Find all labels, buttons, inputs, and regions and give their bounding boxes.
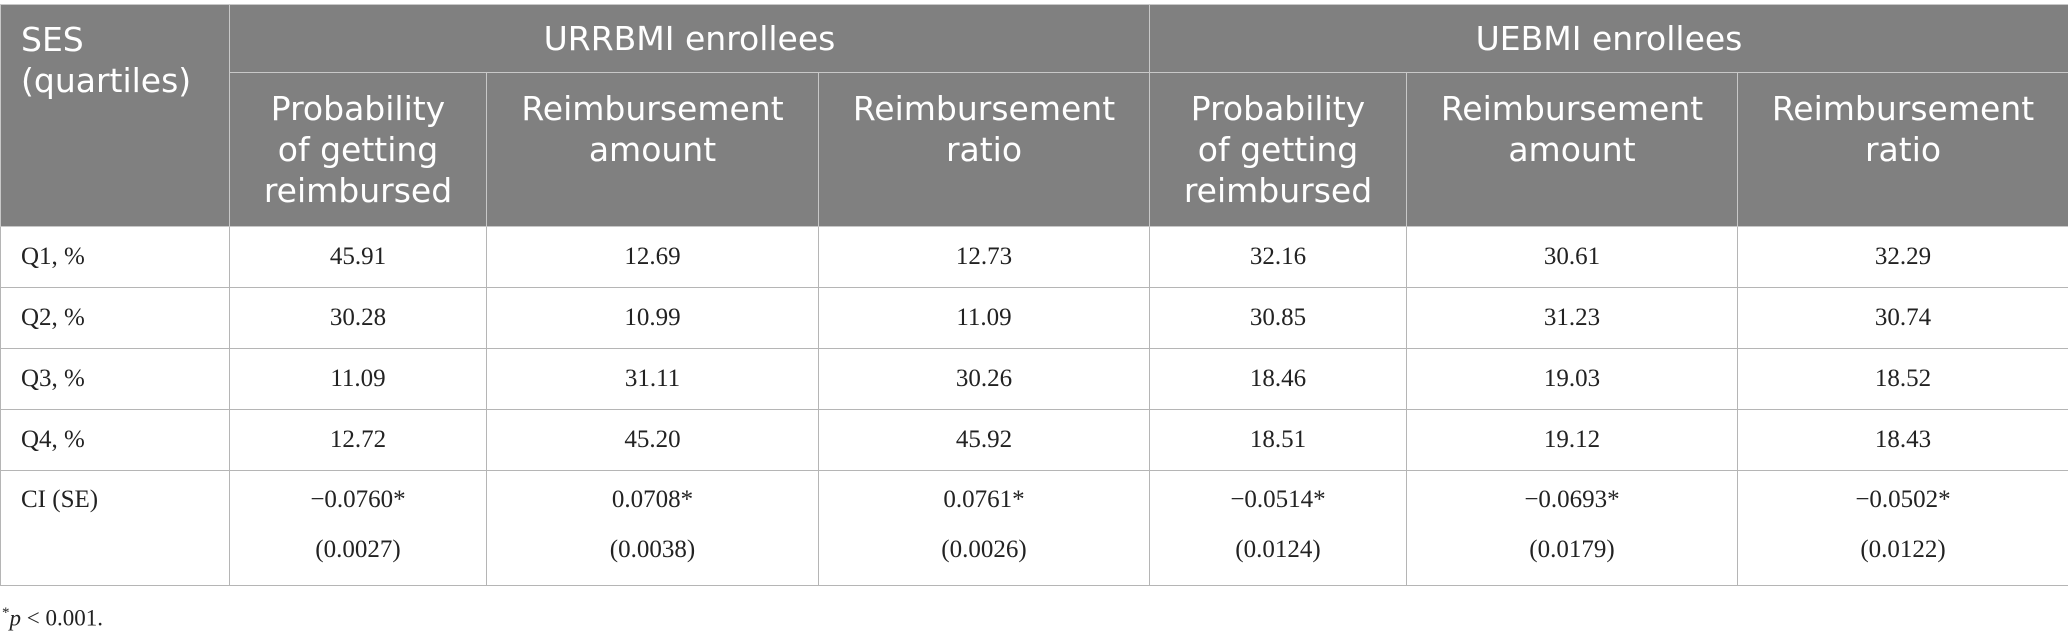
se-value: (0.0122) xyxy=(1860,536,1946,563)
urrbmi-probability-header: Probability of getting reimbursed xyxy=(229,72,487,227)
uebmi-amount-header: Reimbursement amount xyxy=(1406,72,1738,227)
table-cell: 19.03 xyxy=(1406,348,1738,410)
ci-cell: −0.0693* (0.0179) xyxy=(1406,470,1738,586)
se-value: (0.0038) xyxy=(609,536,696,563)
table-cell: 30.74 xyxy=(1736,287,2068,349)
uebmi-probability-header: Probability of getting reimbursed xyxy=(1149,72,1407,227)
ci-cell: −0.0502* (0.0122) xyxy=(1736,470,2068,586)
header-line: ratio xyxy=(945,130,1023,169)
table-cell: 32.29 xyxy=(1736,226,2068,288)
ci-cell: −0.0514* (0.0124) xyxy=(1149,470,1407,586)
table-cell: 30.28 xyxy=(229,287,487,349)
results-table: SES (quartiles) URRBMI enrollees UEBMI e… xyxy=(0,4,2068,586)
ses-quartiles-header: SES (quartiles) xyxy=(0,4,230,227)
table-cell: 12.73 xyxy=(818,226,1150,288)
uebmi-ratio-header: Reimbursement ratio xyxy=(1736,72,2068,227)
ses-label: SES xyxy=(21,20,84,59)
header-line: reimbursed xyxy=(1183,171,1373,210)
se-value: (0.0026) xyxy=(941,536,1027,563)
ci-value: 0.0708* xyxy=(611,486,694,513)
ci-value: −0.0693* xyxy=(1524,486,1620,513)
footnote-p-symbol: p xyxy=(9,605,22,631)
header-line: Probability xyxy=(1190,89,1366,128)
table-cell: 18.52 xyxy=(1736,348,2068,410)
row-label: CI (SE) xyxy=(0,470,230,586)
ci-value: 0.0761* xyxy=(943,486,1025,513)
row-label: Q2, % xyxy=(0,287,230,349)
table-cell: 30.61 xyxy=(1406,226,1738,288)
table-row: Q2, % 30.28 10.99 11.09 30.85 31.23 30.7… xyxy=(0,287,2068,349)
table-row: Q1, % 45.91 12.69 12.73 32.16 30.61 32.2… xyxy=(0,226,2068,288)
header-row-subcolumns: Probability of getting reimbursed Reimbu… xyxy=(1,72,2068,227)
table-footnote: *p < 0.001. xyxy=(2,599,103,633)
header-row-groups: SES (quartiles) URRBMI enrollees UEBMI e… xyxy=(0,4,2068,227)
footnote-marker: * xyxy=(2,605,10,621)
table-cell: 31.11 xyxy=(486,348,819,410)
header-spacer xyxy=(501,170,804,211)
table-cell: 32.16 xyxy=(1149,226,1407,288)
table-cell: 11.09 xyxy=(818,287,1150,349)
row-label: Q1, % xyxy=(0,226,230,288)
row-label: Q4, % xyxy=(0,409,230,471)
header-line: Reimbursement xyxy=(521,89,784,128)
header-spacer xyxy=(1421,170,1723,211)
table-cell: 30.26 xyxy=(818,348,1150,410)
table-cell: 11.09 xyxy=(229,348,487,410)
header-spacer xyxy=(833,170,1135,211)
table-cell: 18.43 xyxy=(1736,409,2068,471)
table-row: Q3, % 11.09 31.11 30.26 18.46 19.03 18.5… xyxy=(0,348,2068,410)
se-value: (0.0027) xyxy=(315,536,401,563)
header-line: reimbursed xyxy=(263,171,453,210)
table-row: Q4, % 12.72 45.20 45.92 18.51 19.12 18.4… xyxy=(0,409,2068,471)
table-cell: 12.69 xyxy=(486,226,819,288)
ci-row: CI (SE) −0.0760* (0.0027) 0.0708* (0.003… xyxy=(0,470,2068,586)
urrbmi-amount-header: Reimbursement amount xyxy=(486,72,819,227)
table-cell: 45.91 xyxy=(229,226,487,288)
header-line: Reimbursement xyxy=(1440,89,1704,128)
quartiles-label: (quartiles) xyxy=(21,61,192,100)
ci-cell: 0.0761* (0.0026) xyxy=(818,470,1150,586)
header-line: amount xyxy=(588,130,717,169)
header-line: Reimbursement xyxy=(852,89,1116,128)
se-value: (0.0179) xyxy=(1529,536,1615,563)
table-cell: 12.72 xyxy=(229,409,487,471)
row-label: Q3, % xyxy=(0,348,230,410)
header-line: Reimbursement xyxy=(1771,89,2035,128)
table-cell: 10.99 xyxy=(486,287,819,349)
urrbmi-group-header: URRBMI enrollees xyxy=(229,4,1150,73)
ci-value: −0.0760* xyxy=(310,486,406,513)
header-line: ratio xyxy=(1864,130,1942,169)
table-cell: 31.23 xyxy=(1406,287,1738,349)
table-cell: 45.92 xyxy=(818,409,1150,471)
footnote-text: < 0.001. xyxy=(21,605,103,631)
ci-value: −0.0514* xyxy=(1230,486,1326,513)
table-cell: 18.51 xyxy=(1149,409,1407,471)
se-value: (0.0124) xyxy=(1235,536,1321,563)
header-line: amount xyxy=(1508,130,1636,169)
urrbmi-ratio-header: Reimbursement ratio xyxy=(818,72,1150,227)
table-cell: 45.20 xyxy=(486,409,819,471)
ci-value: −0.0502* xyxy=(1855,486,1951,513)
header-line: of getting xyxy=(277,130,439,169)
header-line: Probability xyxy=(270,89,446,128)
table-cell: 30.85 xyxy=(1149,287,1407,349)
uebmi-group-header: UEBMI enrollees xyxy=(1148,4,2068,73)
header-spacer xyxy=(1752,170,2054,211)
table-cell: 18.46 xyxy=(1149,348,1407,410)
table-header: SES (quartiles) URRBMI enrollees UEBMI e… xyxy=(0,4,2068,227)
ci-cell: 0.0708* (0.0038) xyxy=(486,470,819,586)
table-cell: 19.12 xyxy=(1406,409,1738,471)
header-line: of getting xyxy=(1197,130,1359,169)
table-body: Q1, % 45.91 12.69 12.73 32.16 30.61 32.2… xyxy=(0,226,2068,586)
ci-cell: −0.0760* (0.0027) xyxy=(229,470,487,586)
